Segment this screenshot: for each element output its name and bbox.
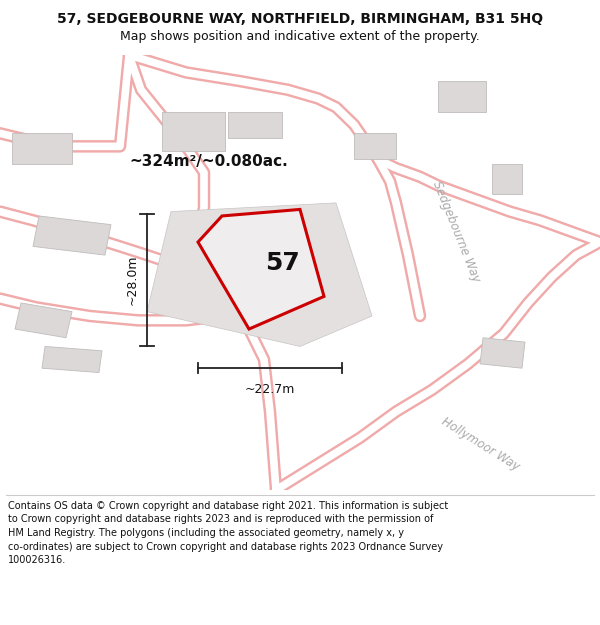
Text: ~324m²/~0.080ac.: ~324m²/~0.080ac.: [129, 154, 288, 169]
Polygon shape: [492, 164, 522, 194]
Polygon shape: [147, 203, 372, 346]
Text: ~22.7m: ~22.7m: [245, 382, 295, 396]
Text: Contains OS data © Crown copyright and database right 2021. This information is : Contains OS data © Crown copyright and d…: [8, 501, 448, 565]
Text: Map shows position and indicative extent of the property.: Map shows position and indicative extent…: [120, 30, 480, 43]
Polygon shape: [228, 111, 282, 138]
Polygon shape: [12, 133, 72, 164]
Text: 57: 57: [265, 251, 300, 275]
Text: Hollymoor Way: Hollymoor Way: [439, 415, 521, 474]
Text: ~28.0m: ~28.0m: [125, 255, 139, 306]
Polygon shape: [480, 338, 525, 368]
Text: Sedgebourne Way: Sedgebourne Way: [430, 179, 482, 284]
Polygon shape: [438, 81, 486, 111]
Polygon shape: [354, 133, 396, 159]
Text: 57, SEDGEBOURNE WAY, NORTHFIELD, BIRMINGHAM, B31 5HQ: 57, SEDGEBOURNE WAY, NORTHFIELD, BIRMING…: [57, 12, 543, 26]
Polygon shape: [162, 111, 225, 151]
Polygon shape: [42, 346, 102, 372]
Polygon shape: [15, 303, 72, 338]
Polygon shape: [33, 216, 111, 255]
Polygon shape: [198, 209, 324, 329]
